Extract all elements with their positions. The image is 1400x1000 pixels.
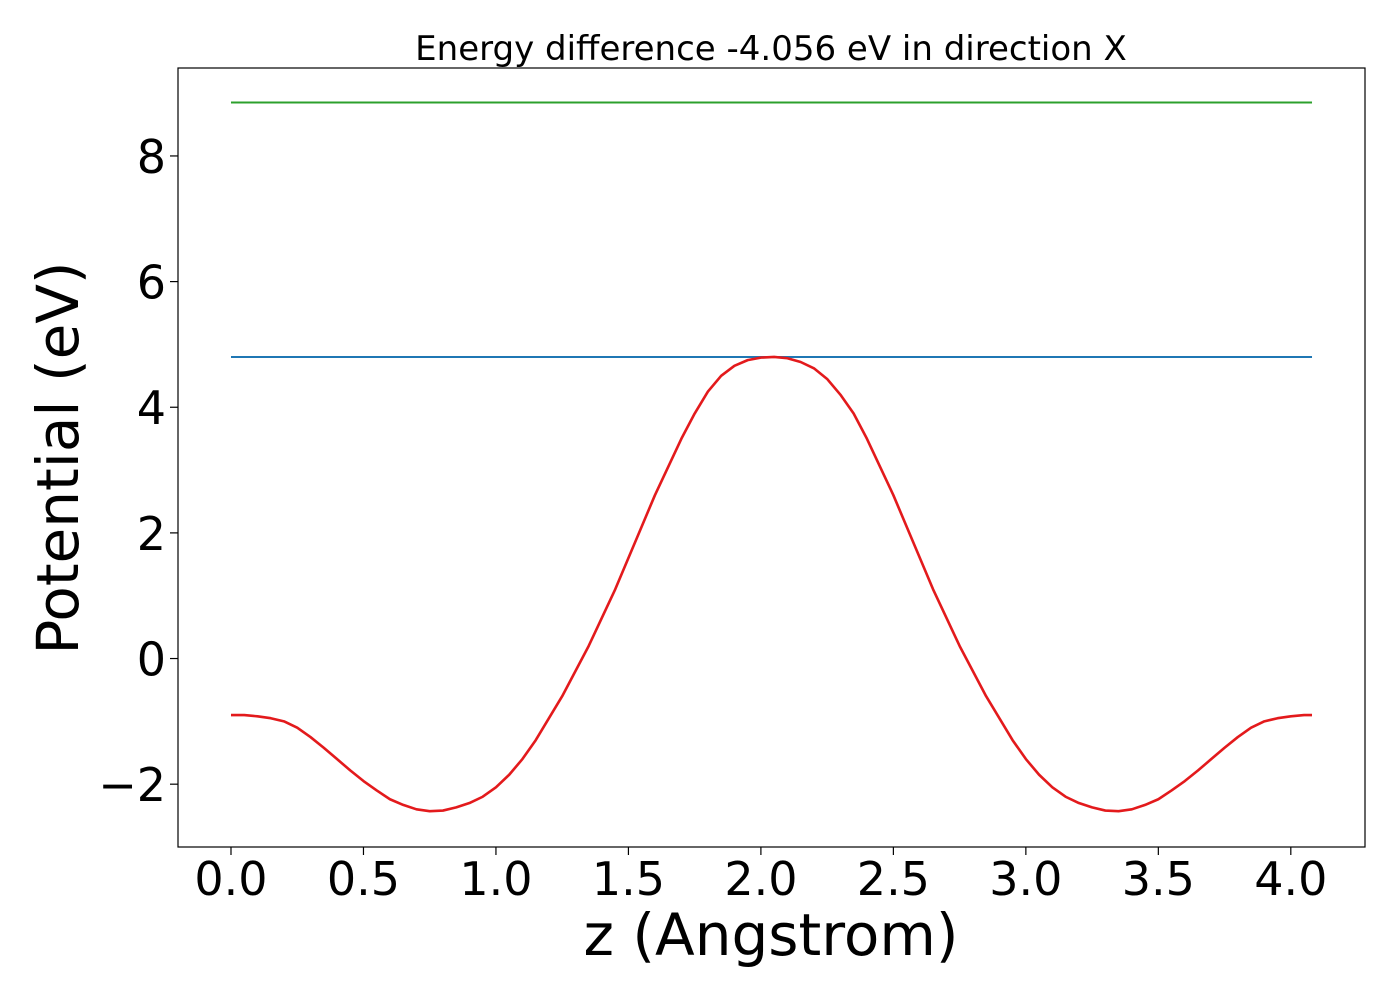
y-tick-label: 2: [137, 507, 166, 561]
x-axis-ticks: 0.0 0.5 1.0 1.5 2.0 2.5 3.0 3.5 4.0: [194, 847, 1327, 906]
series-layer: [230, 101, 1313, 813]
x-tick-label: 3.5: [1122, 852, 1195, 906]
x-axis-label: z (Angstrom): [584, 901, 959, 969]
y-tick-label: 0: [137, 633, 166, 687]
y-tick-label: 8: [137, 130, 166, 184]
x-tick-label: 4.0: [1254, 852, 1327, 906]
x-tick-label: 1.0: [459, 852, 532, 906]
y-tick-label: −2: [98, 758, 166, 812]
series-line-2: [230, 355, 1313, 813]
x-tick-label: 0.0: [194, 852, 267, 906]
x-tick-label: 2.0: [724, 852, 797, 906]
y-tick-label: 4: [137, 381, 166, 435]
plot-frame: [177, 67, 1366, 848]
x-tick-label: 1.5: [592, 852, 665, 906]
y-axis-label: Potential (eV): [24, 261, 92, 654]
chart-title: Energy difference -4.056 eV in direction…: [415, 29, 1127, 69]
y-tick-label: 6: [137, 256, 166, 310]
x-tick-label: 2.5: [857, 852, 930, 906]
x-tick-label: 3.0: [989, 852, 1062, 906]
y-axis-ticks: −2 0 2 4 6 8: [98, 130, 178, 812]
x-tick-label: 0.5: [327, 852, 400, 906]
